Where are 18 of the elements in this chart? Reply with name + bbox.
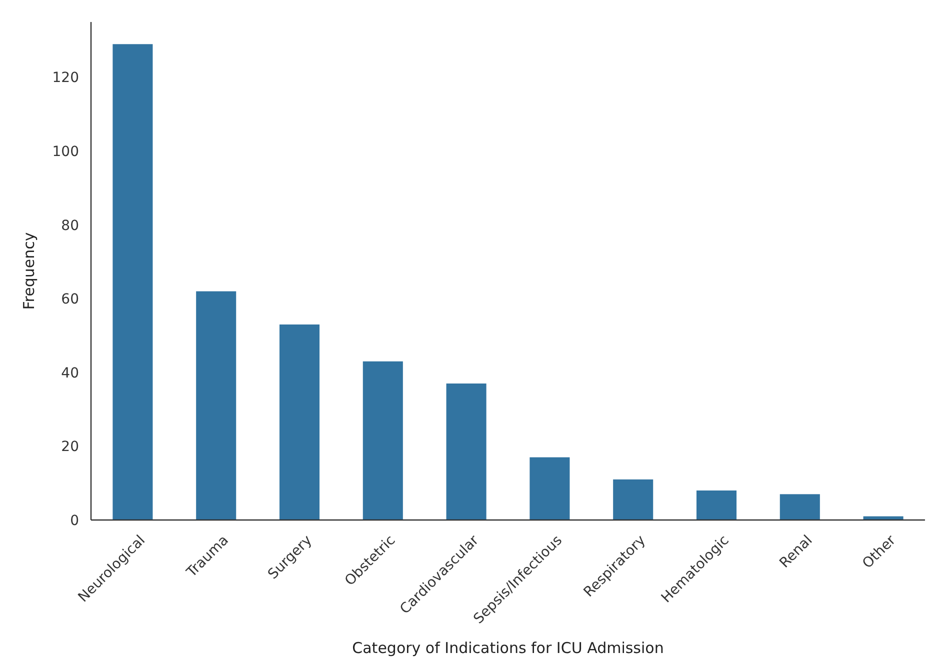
x-axis-title: Category of Indications for ICU Admission xyxy=(352,639,664,657)
bar xyxy=(196,291,236,520)
y-tick-label: 80 xyxy=(61,218,79,234)
y-tick-label: 100 xyxy=(52,144,79,160)
bar xyxy=(530,457,570,520)
bar xyxy=(279,324,320,520)
y-tick-label: 120 xyxy=(52,70,79,86)
y-tick-label: 60 xyxy=(61,292,79,308)
y-tick-label: 40 xyxy=(61,365,79,382)
bar xyxy=(780,494,820,520)
bar xyxy=(446,384,486,520)
y-tick-label: 20 xyxy=(61,439,79,456)
y-axis-title: Frequency xyxy=(20,232,38,310)
bar xyxy=(362,361,403,520)
y-tick-label: 0 xyxy=(70,512,79,529)
bar xyxy=(696,490,737,520)
bar xyxy=(112,44,153,520)
bar xyxy=(613,479,654,520)
